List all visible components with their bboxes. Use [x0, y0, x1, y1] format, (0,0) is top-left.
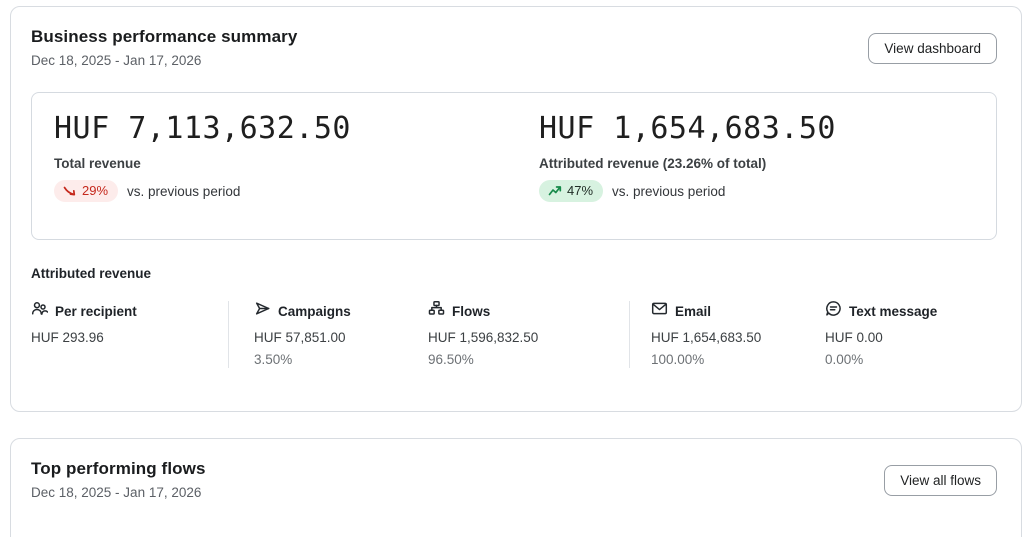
text-message-label-row: Text message [825, 301, 997, 321]
per-recipient-percent [31, 352, 228, 368]
attributed-revenue-change-badge: 47% [539, 180, 604, 202]
email-percent: 100.00% [651, 352, 705, 367]
attributed-revenue-change-row: 47% vs. previous period [539, 180, 974, 202]
campaigns-label: Campaigns [278, 303, 351, 319]
flows-card-title: Top performing flows [31, 459, 206, 478]
flow-icon [428, 300, 445, 322]
campaigns-column: Campaigns HUF 57,851.00 3.50% [254, 301, 428, 368]
flows-label-row: Flows [428, 300, 629, 322]
summary-card-title: Business performance summary [31, 27, 298, 46]
text-message-value: HUF 0.00 [825, 330, 883, 345]
flows-card-heading-group: Top performing flows Dec 18, 2025 - Jan … [31, 459, 206, 500]
total-revenue-block: HUF 7,113,632.50 Total revenue 29% vs. p… [54, 109, 539, 219]
total-revenue-change-badge: 29% [54, 180, 119, 202]
flows-card-date-range: Dec 18, 2025 - Jan 17, 2026 [31, 485, 202, 500]
text-message-percent: 0.00% [825, 352, 864, 367]
people-icon [31, 300, 49, 322]
text-message-icon [825, 300, 842, 322]
total-revenue-value: HUF 7,113,632.50 [54, 111, 351, 146]
summary-card-date-range: Dec 18, 2025 - Jan 17, 2026 [31, 53, 202, 68]
campaigns-label-row: Campaigns [254, 301, 428, 321]
email-column: Email HUF 1,654,683.50 100.00% [651, 301, 825, 368]
per-recipient-value: HUF 293.96 [31, 330, 104, 345]
column-divider [629, 301, 630, 368]
send-icon [254, 300, 271, 322]
column-divider [228, 301, 229, 368]
top-performing-flows-card: Top performing flows Dec 18, 2025 - Jan … [10, 438, 1022, 537]
attributed-revenue-change-note: vs. previous period [612, 183, 726, 199]
business-performance-summary-card: Business performance summary Dec 18, 202… [10, 6, 1022, 412]
flows-card-header: Top performing flows Dec 18, 2025 - Jan … [31, 459, 997, 500]
flows-label: Flows [452, 303, 491, 319]
text-message-column: Text message HUF 0.00 0.00% [825, 301, 997, 368]
campaigns-percent: 3.50% [254, 352, 293, 367]
flows-column: Flows HUF 1,596,832.50 96.50% [428, 300, 629, 368]
attributed-revenue-block: HUF 1,654,683.50 Attributed revenue (23.… [539, 109, 974, 219]
attributed-revenue-value: HUF 1,654,683.50 [539, 111, 836, 146]
view-all-flows-button[interactable]: View all flows [884, 465, 997, 496]
trend-down-icon [63, 184, 77, 198]
flows-value: HUF 1,596,832.50 [428, 330, 539, 345]
flows-percent: 96.50% [428, 352, 474, 367]
email-label: Email [675, 303, 712, 319]
email-label-row: Email [651, 301, 825, 321]
view-dashboard-button[interactable]: View dashboard [868, 33, 997, 64]
email-value: HUF 1,654,683.50 [651, 330, 762, 345]
attributed-revenue-section-heading: Attributed revenue [31, 266, 152, 281]
per-recipient-label: Per recipient [55, 303, 137, 319]
revenue-metrics-panel: HUF 7,113,632.50 Total revenue 29% vs. p… [31, 92, 997, 240]
trend-up-icon [548, 184, 562, 198]
total-revenue-change-row: 29% vs. previous period [54, 180, 539, 202]
email-icon [651, 300, 668, 322]
total-revenue-change-note: vs. previous period [127, 183, 241, 199]
attributed-revenue-change-percent: 47% [567, 183, 594, 198]
attributed-revenue-breakdown-row: Per recipient HUF 293.96 Campaigns HUF 5… [31, 300, 997, 368]
summary-card-heading-group: Business performance summary Dec 18, 202… [31, 27, 297, 68]
per-recipient-label-row: Per recipient [31, 301, 228, 321]
text-message-label: Text message [849, 303, 938, 319]
campaigns-value: HUF 57,851.00 [254, 330, 346, 345]
per-recipient-column: Per recipient HUF 293.96 [31, 301, 228, 368]
total-revenue-change-percent: 29% [82, 183, 109, 198]
total-revenue-label: Total revenue [54, 156, 141, 171]
attributed-revenue-label: Attributed revenue (23.26% of total) [539, 156, 767, 171]
summary-card-header: Business performance summary Dec 18, 202… [31, 27, 997, 68]
